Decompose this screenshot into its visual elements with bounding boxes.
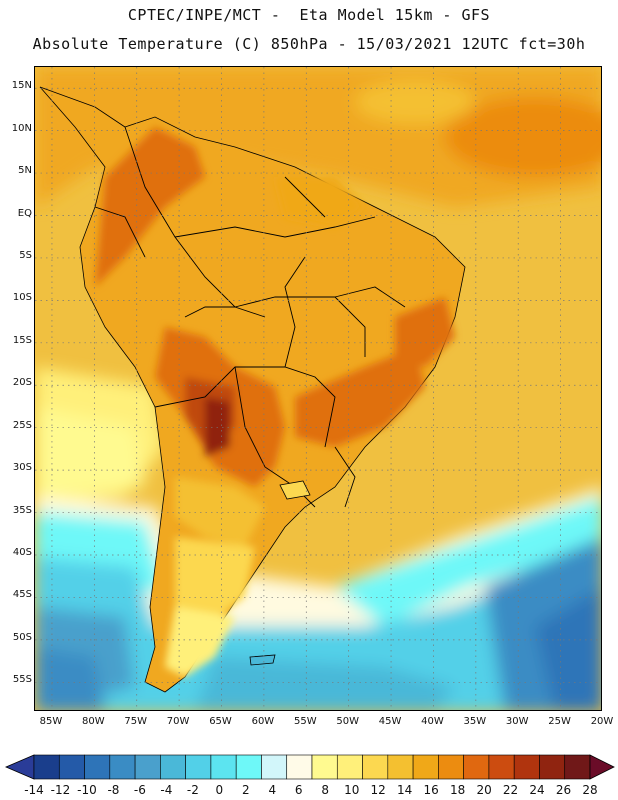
colorbar-over-triangle [589, 754, 615, 780]
longitude-label: 20W [590, 716, 614, 727]
longitude-label: 25W [548, 716, 571, 727]
latitude-label: 15S [12, 334, 32, 346]
map-title-line-2: Absolute Temperature (C) 850hPa - 15/03/… [32, 35, 586, 53]
colorbar-swatch [412, 754, 439, 780]
colorbar-label: 0 [215, 783, 224, 797]
colorbar-label: -12 [50, 783, 71, 797]
colorbar-swatch [185, 754, 212, 780]
colorbar-label: -2 [186, 783, 199, 797]
map-title-line-1: CPTEC/INPE/MCT - Eta Model 15km - GFS [127, 6, 491, 24]
colorbar-swatch [539, 754, 566, 780]
colorbar-swatch [336, 754, 363, 780]
temperature-map [34, 66, 602, 711]
colorbar-label: 2 [241, 783, 250, 797]
colorbar-under-triangle [4, 754, 35, 780]
longitude-label: 40W [421, 716, 444, 727]
map-canvas [35, 67, 601, 710]
temperature-colorbar [4, 754, 615, 780]
longitude-label: 60W [251, 716, 275, 727]
colorbar-swatch [513, 754, 540, 780]
longitude-label: 70W [166, 716, 190, 727]
colorbar-label: 24 [529, 783, 545, 797]
colorbar-label: 10 [344, 783, 360, 797]
latitude-label: 20S [12, 377, 32, 389]
colorbar-label: -6 [133, 783, 146, 797]
lat-lon-grid [35, 67, 601, 710]
latitude-label: 25S [12, 419, 32, 431]
latitude-label: 5N [18, 165, 32, 177]
colorbar-label: 20 [476, 783, 492, 797]
longitude-label: 65W [209, 716, 232, 727]
longitude-label: 75W [124, 716, 148, 727]
longitude-label: 55W [293, 716, 317, 727]
colorbar-label: 26 [555, 783, 572, 797]
colorbar-label: 6 [294, 783, 303, 797]
latitude-label: 5S [19, 249, 32, 261]
colorbar-swatch [261, 754, 288, 780]
south-america-land [39, 86, 466, 693]
longitude-label: 80W [82, 716, 105, 727]
colorbar-label: 8 [321, 783, 330, 797]
colorbar-swatch [58, 754, 85, 780]
colorbar-label: -10 [77, 783, 97, 797]
colorbar-label: -4 [160, 783, 173, 797]
latitude-label: EQ [17, 207, 32, 219]
latitude-label: 30S [12, 462, 32, 474]
longitude-label: 50W [336, 716, 359, 727]
colorbar-swatch [235, 754, 262, 780]
colorbar-label: 22 [502, 783, 519, 797]
latitude-label: 45S [12, 589, 32, 601]
colorbar-swatch [564, 754, 591, 780]
colorbar-label: 4 [268, 783, 277, 797]
colorbar-swatch [438, 754, 464, 780]
colorbar-swatch [160, 754, 186, 780]
colorbar-swatch [109, 754, 136, 780]
colorbar-label: 14 [397, 783, 413, 797]
colorbar-label: 28 [582, 783, 598, 797]
longitude-label: 35W [463, 716, 487, 727]
latitude-label: 10N [11, 122, 32, 134]
latitude-label: 40S [12, 546, 32, 558]
latitude-label: 15N [11, 80, 32, 92]
longitude-label: 30W [505, 716, 529, 727]
longitude-label: 85W [39, 716, 63, 727]
colorbar-label: -8 [107, 783, 120, 797]
colorbar-swatch [362, 754, 389, 780]
colorbar-label: 18 [449, 783, 466, 797]
colorbar-swatch [488, 754, 515, 780]
colorbar-label: 16 [423, 783, 439, 797]
colorbar-swatch [387, 754, 414, 780]
latitude-label: 35S [12, 504, 32, 516]
latitude-label: 10S [12, 292, 32, 304]
colorbar-swatch [134, 754, 161, 780]
colorbar-swatch [33, 754, 60, 780]
colorbar-swatch [84, 754, 111, 780]
latitude-label: 55S [12, 674, 32, 686]
colorbar-swatch [463, 754, 490, 780]
colorbar-swatch [286, 754, 313, 780]
latitude-label: 50S [12, 631, 32, 643]
colorbar-swatch [210, 754, 237, 780]
colorbar-label: -14 [24, 783, 44, 797]
colorbar-label: 12 [370, 783, 386, 797]
longitude-label: 45W [378, 716, 402, 727]
colorbar-swatch [311, 754, 338, 780]
